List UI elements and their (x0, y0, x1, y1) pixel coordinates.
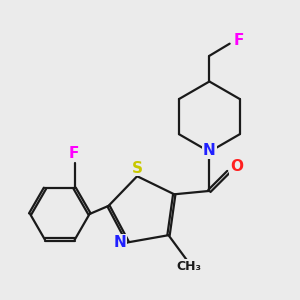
Text: O: O (230, 159, 243, 174)
Text: N: N (113, 235, 126, 250)
Text: F: F (68, 146, 79, 160)
Text: F: F (233, 34, 244, 49)
Text: CH₃: CH₃ (176, 260, 201, 273)
Text: N: N (203, 143, 216, 158)
Text: S: S (132, 160, 142, 175)
